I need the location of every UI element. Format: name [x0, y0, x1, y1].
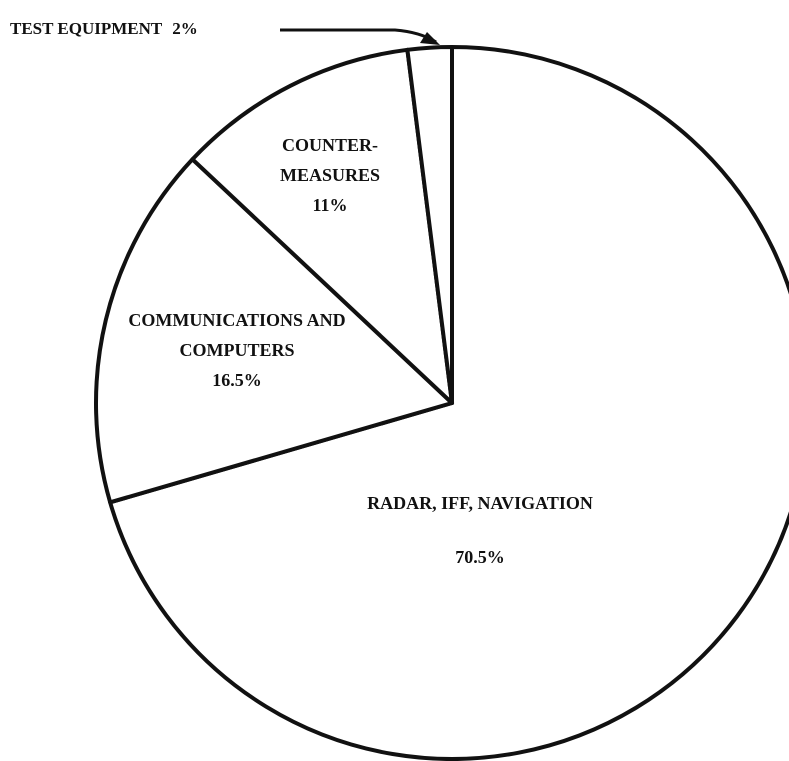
outside-label: TEST EQUIPMENT 2%: [10, 14, 198, 44]
category-label: COMMUNICATIONS AND COMPUTERS: [128, 310, 346, 360]
arrow-head: [420, 32, 440, 45]
category-label: TEST EQUIPMENT: [10, 19, 163, 38]
value-label: 70.5%: [455, 547, 505, 567]
pie-slice: [94, 157, 454, 505]
value-label: 11%: [312, 195, 348, 215]
category-label: COUNTER-MEASURES: [279, 135, 381, 185]
value-label: 16.5%: [212, 370, 262, 390]
slice-label: COMMUNICATIONS AND COMPUTERS 16.5%: [112, 305, 362, 395]
value-label: 2%: [172, 19, 198, 38]
pie-slice: [405, 45, 454, 405]
slice-label: RADAR, IFF, NAVIGATION 70.5%: [290, 488, 670, 572]
pie-slice: [108, 45, 789, 761]
leader-arrow: [280, 28, 437, 44]
pie-slice: [190, 47, 454, 405]
category-label: RADAR, IFF, NAVIGATION: [367, 493, 593, 513]
slice-label: COUNTER-MEASURES 11%: [255, 130, 405, 220]
